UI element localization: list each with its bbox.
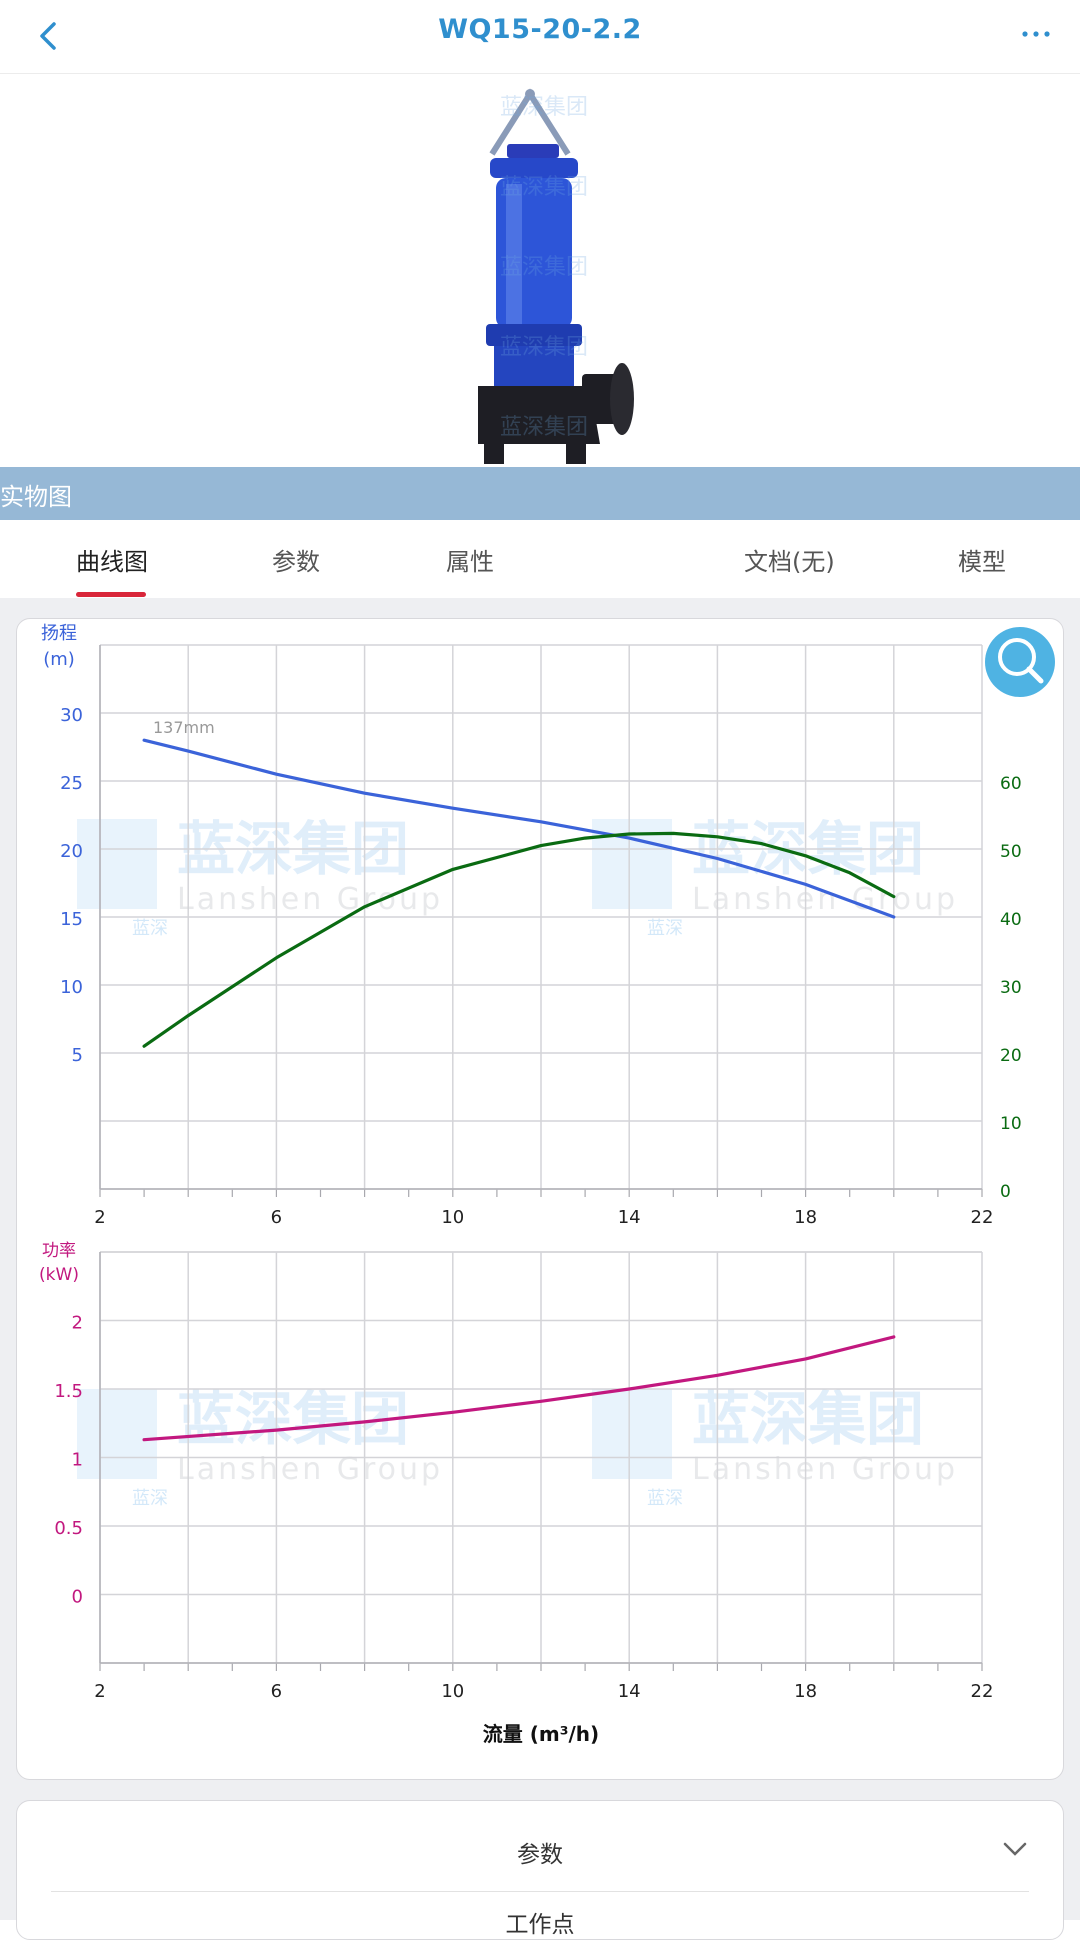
y-left-tick-label: 5 — [72, 1045, 83, 1066]
divider — [51, 1891, 1029, 1892]
head-axis-title: 扬程 — [41, 623, 77, 644]
efficiency-zoom-button[interactable] — [985, 627, 1055, 697]
watermark-brand: 蓝深集团 — [692, 1385, 924, 1453]
product-photo[interactable]: 蓝深集团 蓝深集团 蓝深集团 蓝深集团 蓝深集团 — [0, 74, 1080, 467]
x-tick-label: 2 — [94, 1207, 105, 1228]
x-tick-label: 22 — [971, 1681, 994, 1702]
svg-text:蓝深集团: 蓝深集团 — [500, 335, 588, 360]
watermark-logo-text: 蓝深 — [132, 918, 168, 939]
y-tick-label: 0 — [72, 1587, 83, 1608]
y-left-tick-label: 30 — [60, 705, 83, 726]
y-left-tick-label: 25 — [60, 773, 83, 794]
active-tab-indicator — [76, 592, 146, 597]
back-icon[interactable] — [30, 16, 70, 56]
chevron-down-icon[interactable] — [997, 1831, 1033, 1867]
photo-watermark: 蓝深集团 — [500, 95, 588, 120]
x-tick-label: 10 — [441, 1207, 464, 1228]
y-left-tick-label: 15 — [60, 909, 83, 930]
watermark-brand-en: Lanshen Group — [692, 882, 958, 917]
watermark-logo-text: 蓝深 — [132, 1488, 168, 1509]
watermark-logo-text: 蓝深 — [647, 1488, 683, 1509]
watermark-logo-text: 蓝深 — [647, 918, 683, 939]
photo-caption-bar: 实物图 — [0, 467, 1080, 520]
y-left-tick-label: 10 — [60, 977, 83, 998]
x-tick-label: 2 — [94, 1681, 105, 1702]
head-curve — [142, 738, 896, 919]
tab-params[interactable]: 参数 — [272, 548, 320, 576]
svg-text:蓝深集团: 蓝深集团 — [500, 255, 588, 280]
power-curve — [142, 1335, 896, 1442]
x-tick-label: 18 — [794, 1207, 817, 1228]
y-left-tick-label: 20 — [60, 841, 83, 862]
tab-documents[interactable]: 文档(无) — [744, 548, 835, 576]
x-tick-label: 6 — [271, 1207, 282, 1228]
photo-caption: 实物图 — [0, 483, 72, 511]
watermark-logo — [77, 819, 157, 909]
efficiency-curve — [142, 831, 896, 1048]
x-tick-label: 6 — [271, 1681, 282, 1702]
search-icon — [998, 638, 1044, 684]
y-right-tick-label: 50 — [1000, 842, 1022, 862]
x-tick-label: 14 — [618, 1207, 641, 1228]
params-card: 参数 工作点 — [16, 1800, 1064, 1940]
watermark-logo — [592, 1389, 672, 1479]
impeller-annotation: 137mm — [153, 718, 215, 737]
y-right-tick-label: 10 — [1000, 1114, 1022, 1134]
tab-bar: 曲线图 参数 属性 文档(无) 模型 — [0, 520, 1080, 598]
power-axis-title: 功率 — [42, 1241, 76, 1261]
x-tick-label: 18 — [794, 1681, 817, 1702]
y-right-tick-label: 30 — [1000, 978, 1022, 998]
head-axis-unit: (m) — [43, 649, 75, 670]
curve-chart-card: 蓝深集团 Lanshen Group 蓝深 蓝深集团 Lanshen Group 蓝深 蓝深… — [16, 618, 1064, 1780]
svg-text:蓝深集团: 蓝深集团 — [500, 415, 588, 440]
tab-model[interactable]: 模型 — [958, 548, 1006, 576]
tab-attributes[interactable]: 属性 — [446, 548, 494, 576]
params-card-title[interactable]: 参数 — [517, 1842, 563, 1868]
power-axis-unit: (kW) — [39, 1265, 79, 1285]
more-icon[interactable] — [1016, 14, 1056, 54]
y-right-tick-label: 60 — [1000, 774, 1022, 794]
work-point-title[interactable]: 工作点 — [505, 1912, 575, 1938]
watermark-brand: 蓝深集团 — [177, 1385, 409, 1453]
y-right-tick-label: 0 — [1000, 1182, 1011, 1202]
y-tick-label: 0.5 — [54, 1518, 83, 1539]
x-tick-label: 22 — [971, 1207, 994, 1228]
y-right-tick-label: 20 — [1000, 1046, 1022, 1066]
svg-text:蓝深集团: 蓝深集团 — [500, 175, 588, 200]
pump-image: 蓝深集团 蓝深集团 蓝深集团 蓝深集团 蓝深集团 — [478, 88, 634, 464]
tab-curve[interactable]: 曲线图 — [76, 548, 148, 576]
y-tick-label: 1.5 — [54, 1381, 83, 1402]
watermark-brand-en: Lanshen Group — [177, 882, 443, 917]
y-right-tick-label: 40 — [1000, 910, 1022, 930]
y-tick-label: 2 — [72, 1313, 83, 1334]
x-tick-label: 14 — [618, 1681, 641, 1702]
x-axis-title: 流量 (m³/h) — [483, 1722, 599, 1746]
x-tick-label: 10 — [441, 1681, 464, 1702]
y-tick-label: 1 — [72, 1450, 83, 1471]
watermark-logo — [77, 1389, 157, 1479]
page-title: WQ15-20-2.2 — [438, 14, 642, 45]
top-bar: WQ15-20-2.2 — [0, 0, 1080, 74]
